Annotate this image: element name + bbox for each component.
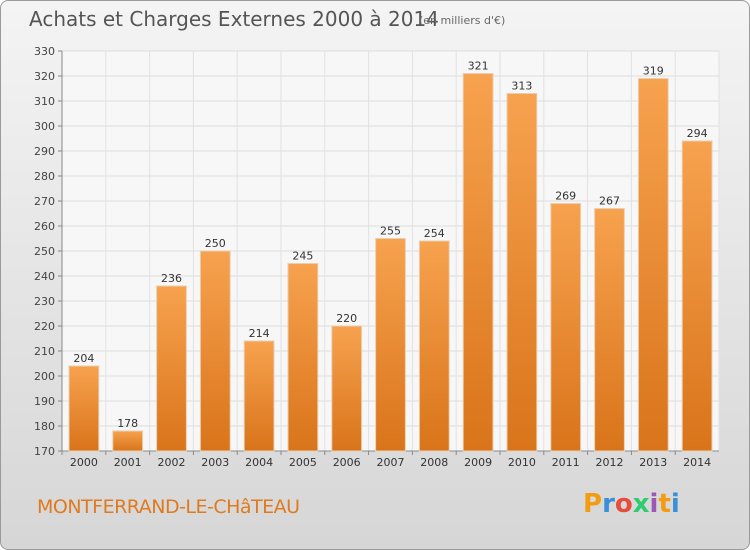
x-tick-label: 2000 bbox=[70, 456, 98, 469]
x-tick-label: 2004 bbox=[245, 456, 273, 469]
chart-title: Achats et Charges Externes 2000 à 2014 bbox=[29, 7, 439, 31]
data-label: 254 bbox=[424, 227, 445, 240]
logo-letter: i bbox=[670, 489, 680, 519]
y-tick-label: 310 bbox=[34, 95, 55, 108]
x-tick-label: 2012 bbox=[596, 456, 624, 469]
x-tick-label: 2005 bbox=[289, 456, 317, 469]
y-tick-label: 210 bbox=[34, 345, 55, 358]
y-tick-label: 280 bbox=[34, 170, 55, 183]
logo-letter: x bbox=[632, 489, 650, 519]
y-tick-label: 320 bbox=[34, 70, 55, 83]
bar bbox=[68, 365, 100, 452]
logo-letter: t bbox=[658, 489, 671, 519]
x-tick-label: 2013 bbox=[639, 456, 667, 469]
data-label: 214 bbox=[249, 327, 270, 340]
data-label: 236 bbox=[161, 272, 182, 285]
logo-letter: r bbox=[602, 489, 615, 519]
y-tick-label: 190 bbox=[34, 395, 55, 408]
y-tick-label: 270 bbox=[34, 195, 55, 208]
bars bbox=[68, 73, 713, 452]
logo-letter: o bbox=[614, 489, 633, 519]
y-tick-label: 290 bbox=[34, 145, 55, 158]
y-tick-label: 300 bbox=[34, 120, 55, 133]
data-label: 220 bbox=[336, 312, 357, 325]
y-tick-label: 240 bbox=[34, 270, 55, 283]
y-tick-label: 170 bbox=[34, 445, 55, 458]
data-label: 269 bbox=[555, 190, 576, 203]
data-label: 321 bbox=[468, 60, 489, 73]
x-tick-label: 2003 bbox=[201, 456, 229, 469]
x-tick-label: 2008 bbox=[420, 456, 448, 469]
bar bbox=[112, 430, 144, 452]
data-label: 178 bbox=[117, 417, 138, 430]
x-tick-label: 2006 bbox=[333, 456, 361, 469]
data-label: 319 bbox=[643, 65, 664, 78]
x-tick-label: 2014 bbox=[683, 456, 711, 469]
bar bbox=[550, 203, 582, 452]
bar bbox=[287, 263, 319, 452]
y-tick-label: 260 bbox=[34, 220, 55, 233]
logo-letter: i bbox=[649, 489, 659, 519]
x-tick-label: 2009 bbox=[464, 456, 492, 469]
y-tick-label: 200 bbox=[34, 370, 55, 383]
labels: 170 180 190 200 210 220 230 240 250 260 270 280 290 3… bbox=[34, 45, 711, 469]
x-tick-label: 2007 bbox=[377, 456, 405, 469]
bar bbox=[199, 250, 231, 452]
y-tick-label: 230 bbox=[34, 295, 55, 308]
y-tick-label: 220 bbox=[34, 320, 55, 333]
y-tick-label: 330 bbox=[34, 45, 55, 58]
data-label: 250 bbox=[205, 237, 226, 250]
data-label: 267 bbox=[599, 195, 620, 208]
bar bbox=[331, 325, 363, 452]
data-label: 294 bbox=[687, 127, 708, 140]
x-tick-label: 2010 bbox=[508, 456, 536, 469]
x-tick-label: 2001 bbox=[114, 456, 142, 469]
place-name: MONTFERRAND-LE-CHâTEAU bbox=[37, 496, 300, 518]
bar bbox=[243, 340, 275, 452]
data-label: 255 bbox=[380, 225, 401, 238]
x-tick-label: 2002 bbox=[158, 456, 186, 469]
bar bbox=[681, 140, 713, 452]
bar bbox=[637, 78, 669, 452]
data-label: 245 bbox=[292, 250, 313, 263]
proxiti-logo[interactable]: Proxiti bbox=[583, 489, 680, 519]
chart-subtitle: (en milliers d'€) bbox=[419, 14, 506, 27]
logo-letter: P bbox=[583, 489, 603, 519]
bar bbox=[375, 238, 406, 452]
data-label: 204 bbox=[73, 352, 94, 365]
bar bbox=[506, 93, 538, 452]
bar bbox=[594, 208, 625, 452]
y-tick-label: 250 bbox=[34, 245, 55, 258]
bar bbox=[156, 285, 187, 452]
x-tick-label: 2011 bbox=[552, 456, 580, 469]
data-label: 313 bbox=[511, 80, 532, 93]
bar bbox=[418, 240, 450, 452]
y-tick-label: 180 bbox=[34, 420, 55, 433]
bar bbox=[462, 73, 494, 452]
